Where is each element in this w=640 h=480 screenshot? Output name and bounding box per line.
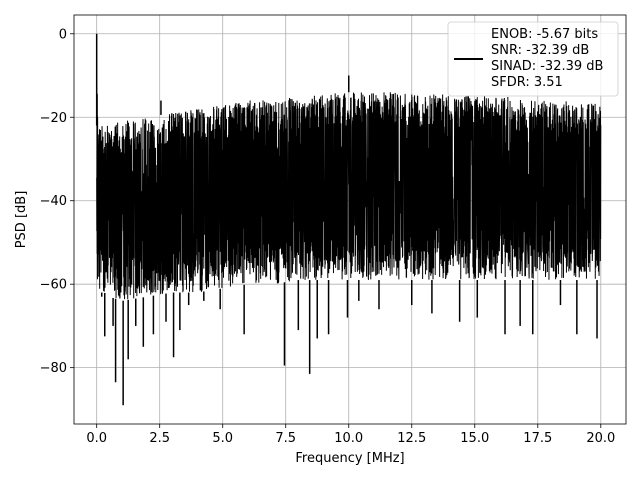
psd-series-line	[96, 92, 602, 300]
y-tick-label: −60	[40, 278, 67, 293]
x-tick-label: 0.0	[86, 431, 107, 446]
legend-entry-sinad: SINAD: -32.39 dB	[491, 59, 603, 74]
legend-entry-enob: ENOB: -5.67 bits	[491, 27, 598, 42]
y-tick-label: 0	[59, 27, 67, 42]
legend-entry-snr: SNR: -32.39 dB	[491, 43, 589, 58]
x-tick-label: 10.0	[334, 431, 363, 446]
x-tick-label: 20.0	[586, 431, 615, 446]
legend-entry-sfdr: SFDR: 3.51	[491, 75, 563, 90]
x-axis-label: Frequency [MHz]	[295, 451, 404, 466]
axes-frame	[73, 14, 627, 425]
plot-area	[95, 33, 602, 406]
x-tick-label: 17.5	[523, 431, 552, 446]
x-tick-label: 12.5	[397, 431, 426, 446]
x-tick-label: 15.0	[460, 431, 489, 446]
ticks: 0.0 2.5 5.0 7.5 10.0 12.5 15.0 17.5 20.0 0 −20 −40 −…	[40, 27, 616, 446]
y-tick-label: −80	[40, 361, 67, 376]
x-tick-label: 2.5	[149, 431, 170, 446]
y-axis-label: PSD [dB]	[14, 191, 29, 249]
x-tick-label: 5.0	[212, 431, 233, 446]
legend-box	[447, 21, 619, 97]
y-tick-label: −20	[40, 111, 67, 126]
x-tick-label: 7.5	[275, 431, 296, 446]
y-tick-label: −40	[40, 194, 67, 209]
legend: ENOB: -5.67 bits SNR: -32.39 dB SINAD: -…	[447, 21, 619, 97]
